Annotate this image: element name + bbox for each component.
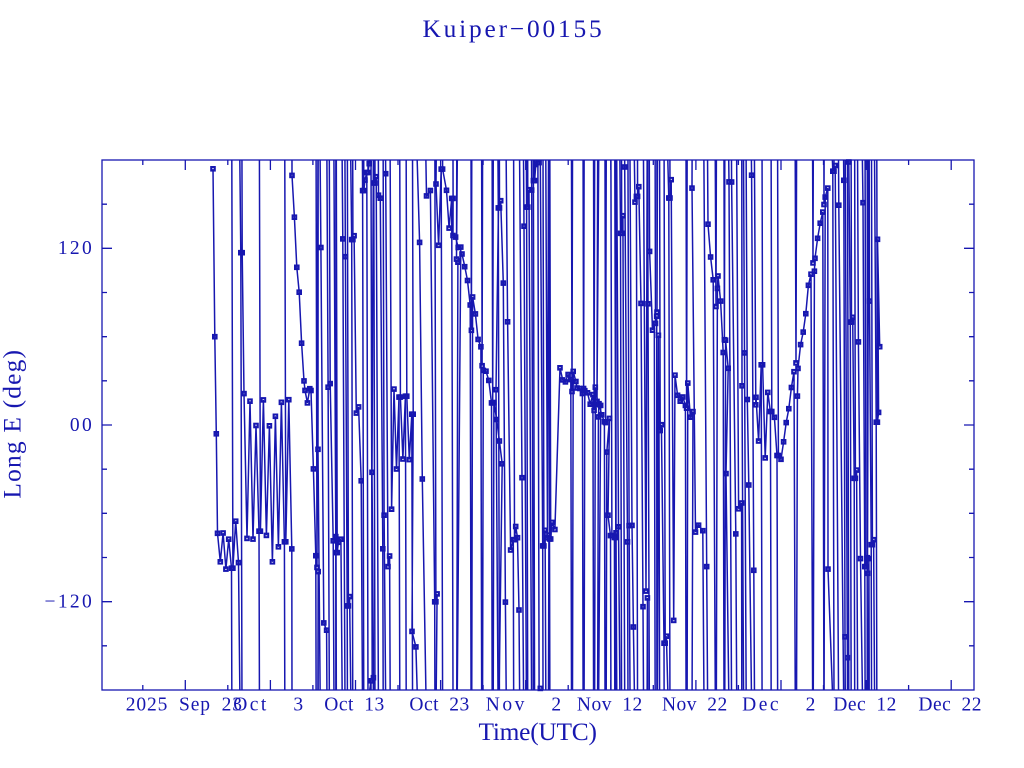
svg-text:Long E (deg): Long E (deg) — [0, 349, 27, 499]
svg-text:Kuiper−00155: Kuiper−00155 — [423, 15, 605, 43]
svg-text:−120: −120 — [45, 592, 94, 613]
svg-text:00: 00 — [70, 415, 94, 436]
svg-text:Dec 22: Dec 22 — [918, 695, 982, 716]
svg-text:2025 Sep 23: 2025 Sep 23 — [126, 695, 243, 716]
svg-text:Oct 3: Oct 3 — [233, 695, 305, 716]
svg-text:Nov 2: Nov 2 — [486, 695, 564, 716]
svg-text:Nov 22: Nov 22 — [662, 695, 728, 716]
svg-text:Dec 12: Dec 12 — [833, 695, 897, 716]
svg-text:Oct 23: Oct 23 — [409, 695, 469, 716]
svg-text:Time(UTC): Time(UTC) — [479, 718, 597, 746]
svg-text:Nov 12: Nov 12 — [577, 695, 643, 716]
svg-text:Oct 13: Oct 13 — [324, 695, 384, 716]
svg-text:Dec 2: Dec 2 — [742, 695, 818, 716]
svg-text:120: 120 — [58, 238, 94, 259]
